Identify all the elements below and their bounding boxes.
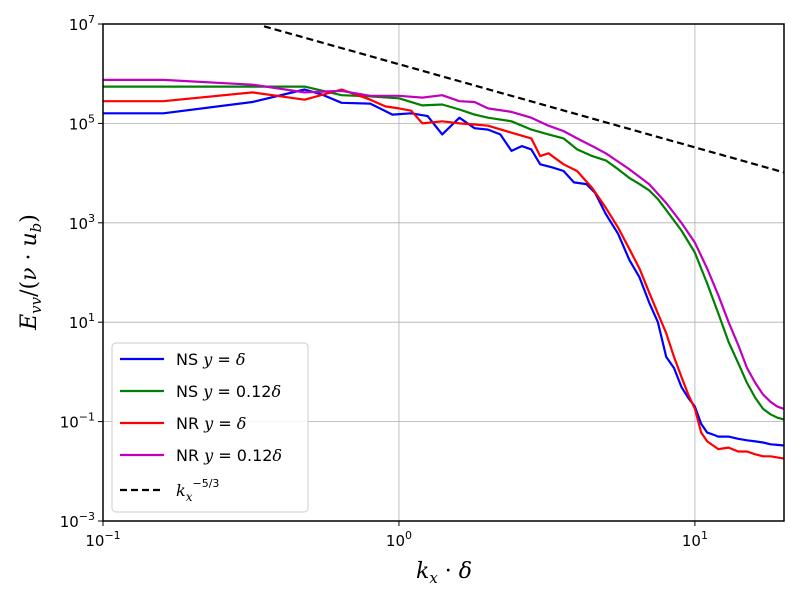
- y-tick-label-3: 103: [69, 212, 95, 233]
- legend-entry-ns-delta: NS y = δ: [120, 350, 245, 369]
- legend-entry-nr-012: NR y = 0.12δ: [120, 446, 282, 465]
- legend-label-nr-delta: NR y = δ: [176, 414, 246, 433]
- legend-nr-012-eq: = 0.12: [213, 446, 272, 465]
- y-tick-exp-2: 1: [88, 311, 95, 324]
- legend-entry-kolmogorov: kx−5/3: [120, 477, 219, 504]
- legend-nr-delta-y: y: [203, 414, 214, 433]
- y-tick-label-5: 107: [69, 13, 95, 34]
- legend-entry-ns-012: NS y = 0.12δ: [120, 382, 281, 401]
- y-axis-label-close: ): [17, 214, 42, 223]
- legend-k-k: k: [176, 481, 186, 500]
- x-tick-exp-2: 1: [701, 529, 708, 542]
- legend-k-sub: x: [186, 490, 193, 504]
- legend-ns-012-y: y: [202, 382, 213, 401]
- series-line-3: [103, 78, 784, 410]
- legend-nr-012-d: δ: [272, 446, 282, 465]
- legend-label-kolmogorov: kx−5/3: [176, 477, 219, 504]
- x-tick-base-1: 10: [386, 532, 405, 550]
- y-tick-label-2: 101: [69, 311, 95, 332]
- y-tick-base-0: 10: [60, 513, 79, 531]
- x-tick-label-1: 100: [386, 529, 412, 550]
- x-tick-label-2: 101: [682, 529, 708, 550]
- x-tick-base-2: 10: [682, 532, 701, 550]
- y-axis-label: Evv/(ν · ub): [17, 214, 45, 331]
- y-tick-exp-1: −1: [79, 411, 95, 424]
- x-tick-exp-0: −1: [104, 529, 120, 542]
- legend-ns-delta-y: y: [202, 350, 213, 369]
- x-axis-label-rest: ·: [438, 559, 459, 584]
- y-axis-label-open: /(: [17, 281, 42, 297]
- y-tick-base-5: 10: [69, 16, 88, 34]
- x-axis-label-sub: x: [429, 569, 438, 587]
- y-tick-label-4: 105: [69, 112, 95, 133]
- legend-nr-delta-d: δ: [237, 414, 247, 433]
- x-tick-exp-1: 0: [405, 529, 412, 542]
- legend-nr-012-y: y: [203, 446, 214, 465]
- x-axis-label-k: k: [416, 559, 429, 584]
- legend-k-exp: −5/3: [192, 477, 219, 490]
- y-tick-base-2: 10: [69, 314, 88, 332]
- y-tick-label-1: 10−1: [60, 411, 95, 432]
- y-axis-label-nu: ν: [17, 267, 42, 280]
- y-tick-base-4: 10: [69, 115, 88, 133]
- series-line-2: [103, 88, 784, 460]
- y-axis-label-u: u: [17, 232, 42, 246]
- legend: NS y = δ NS y = 0.12δ NR y = δ NR y = 0.…: [111, 342, 309, 513]
- legend-nr-delta-eq: =: [213, 414, 237, 433]
- legend-label-ns-delta: NS y = δ: [176, 350, 245, 369]
- y-axis-label-sub: vv: [27, 296, 45, 313]
- y-tick-exp-0: −3: [79, 510, 95, 523]
- plot-frame: [102, 23, 785, 522]
- legend-box: [111, 342, 309, 513]
- series-line-1: [103, 85, 784, 421]
- y-tick-exp-5: 7: [88, 13, 95, 26]
- legend-nr-delta-pre: NR: [176, 414, 204, 433]
- y-tick-exp-3: 3: [88, 212, 95, 225]
- legend-ns-delta-d: δ: [236, 350, 246, 369]
- legend-entry-nr-delta: NR y = δ: [120, 414, 246, 433]
- legend-ns-delta-eq: =: [212, 350, 236, 369]
- x-axis-label: kx · δ: [416, 559, 472, 587]
- y-axis-label-usub: b: [27, 223, 45, 233]
- x-axis-label-delta: δ: [459, 559, 472, 584]
- legend-ns-012-eq: = 0.12: [212, 382, 271, 401]
- series-line-4: [263, 25, 784, 174]
- y-tick-base-1: 10: [60, 414, 79, 432]
- x-tick-label-0: 10−1: [85, 529, 120, 550]
- y-axis-label-e: E: [17, 314, 42, 331]
- legend-ns-012-pre: NS: [176, 382, 203, 401]
- legend-label-nr-012: NR y = 0.12δ: [176, 446, 282, 465]
- legend-label-ns-012: NS y = 0.12δ: [176, 382, 281, 401]
- y-axis-label-dot: ·: [17, 247, 42, 268]
- legend-nr-012-pre: NR: [176, 446, 204, 465]
- y-tick-label-0: 10−3: [60, 510, 95, 531]
- legend-ns-delta-pre: NS: [176, 350, 203, 369]
- series-group: [103, 25, 784, 460]
- x-tick-base-0: 10: [85, 532, 104, 550]
- y-tick-base-3: 10: [69, 215, 88, 233]
- y-tick-exp-4: 5: [88, 112, 95, 125]
- legend-ns-012-d: δ: [271, 382, 281, 401]
